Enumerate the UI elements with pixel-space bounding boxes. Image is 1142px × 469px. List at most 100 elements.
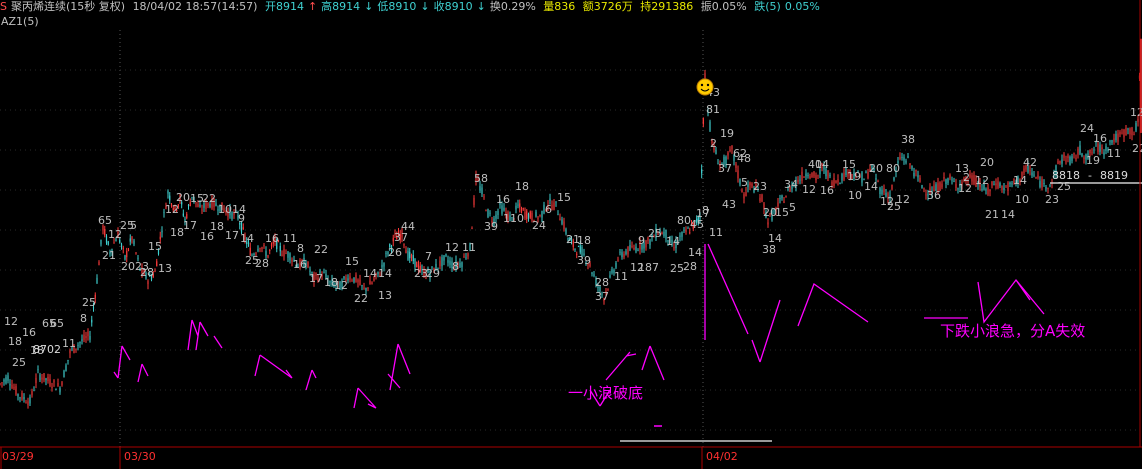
candle-body xyxy=(1133,134,1135,136)
candle-body xyxy=(859,175,861,178)
candle-body xyxy=(991,181,993,186)
candle-body xyxy=(611,269,613,273)
candle-body xyxy=(757,190,759,192)
candle-body xyxy=(305,262,307,267)
wave-count-label: 23 xyxy=(1045,193,1059,206)
candle-body xyxy=(771,211,773,221)
candle-body xyxy=(939,182,941,191)
candle-body xyxy=(795,180,797,187)
wave-count-label: 15 xyxy=(148,240,162,253)
candle-body xyxy=(377,271,379,275)
wave-count-label: 7 xyxy=(425,250,432,263)
price-box-dash: - xyxy=(1088,169,1092,182)
wave-count-label: 15 xyxy=(345,255,359,268)
wave-count-label: 9 xyxy=(238,212,245,225)
candle-body xyxy=(433,267,435,273)
wave-count-label: 40 xyxy=(808,158,822,171)
candle-body xyxy=(549,198,551,202)
candle-body xyxy=(805,173,807,177)
wave-count-label: 14 xyxy=(1001,208,1015,221)
candle-body xyxy=(597,286,599,288)
candle-body xyxy=(1067,155,1069,159)
candle-body xyxy=(659,230,661,234)
candle-body xyxy=(585,263,587,265)
candle-body xyxy=(1107,149,1109,151)
candle-body xyxy=(489,212,491,214)
wave-count-label: 16 xyxy=(496,193,510,206)
candle-body xyxy=(351,280,353,282)
candle-body xyxy=(599,286,601,292)
candle-body xyxy=(221,202,223,210)
candle-body xyxy=(843,172,845,180)
up-arrow-icon: ↑ xyxy=(307,0,318,13)
candle-body xyxy=(524,212,526,218)
candle-body xyxy=(873,167,875,171)
candle-body xyxy=(557,214,559,216)
candle-body xyxy=(857,170,859,173)
candle-body xyxy=(1033,174,1035,176)
candle-body xyxy=(143,270,145,275)
wave-count-label: 12 xyxy=(334,279,348,292)
candle-body xyxy=(417,264,420,271)
candle-body xyxy=(186,214,188,219)
candle-body xyxy=(877,180,879,182)
candle-body xyxy=(929,187,931,194)
candle-body xyxy=(347,278,349,281)
candle-body xyxy=(699,216,701,219)
candle-body xyxy=(605,290,607,293)
candle-body xyxy=(1043,183,1045,185)
candle-body xyxy=(3,379,5,382)
candle-body xyxy=(455,260,457,268)
wave-count-label: 43 xyxy=(722,198,736,211)
candle-body xyxy=(945,179,947,185)
candle-body xyxy=(329,280,331,283)
candle-body xyxy=(229,208,231,216)
candle-body xyxy=(169,195,171,201)
candle-body xyxy=(737,170,739,179)
candle-body xyxy=(437,267,439,269)
candle-body xyxy=(373,278,375,281)
candle-body xyxy=(353,277,355,283)
candle-body xyxy=(473,197,475,205)
wave-count-label: 37 xyxy=(718,162,732,175)
wave-count-label: 25 xyxy=(12,356,26,369)
candle-body xyxy=(704,73,706,79)
candle-body xyxy=(303,257,305,268)
candle-body xyxy=(773,210,775,212)
candle-body xyxy=(161,230,163,233)
wave-count-label: 14 xyxy=(688,246,702,259)
candle-body xyxy=(731,145,733,150)
candle-body xyxy=(274,237,276,243)
wave-count-label: 14 xyxy=(363,267,377,280)
candle-body xyxy=(567,237,569,240)
candle-body xyxy=(1111,140,1113,143)
candle-body xyxy=(176,209,178,211)
magenta-arrows xyxy=(113,243,1045,409)
candle-body xyxy=(1021,171,1023,179)
candle-body xyxy=(239,223,241,225)
candle-body xyxy=(879,187,881,194)
candle-body xyxy=(1007,182,1009,191)
candle-body xyxy=(887,193,889,199)
candle-body xyxy=(163,211,165,213)
candle-body xyxy=(341,280,343,289)
candle-body xyxy=(747,184,749,188)
candle-body xyxy=(969,174,971,178)
wave-count-label: 21 xyxy=(102,249,116,262)
wave-count-label: 12 xyxy=(896,193,910,206)
candle-body xyxy=(779,198,781,200)
candle-body xyxy=(741,189,743,193)
candle-body xyxy=(633,247,635,250)
wave-count-label: 81 xyxy=(706,103,720,116)
candle-body xyxy=(447,260,449,263)
candle-body xyxy=(1005,186,1007,188)
candle-body xyxy=(891,184,893,190)
candle-body xyxy=(139,267,141,271)
candle-body xyxy=(783,201,785,203)
candle-body xyxy=(593,274,595,276)
candle-body xyxy=(191,196,193,199)
candle-body xyxy=(615,262,617,268)
turnover: 换0.29% xyxy=(489,0,536,13)
candle-body xyxy=(673,247,675,249)
